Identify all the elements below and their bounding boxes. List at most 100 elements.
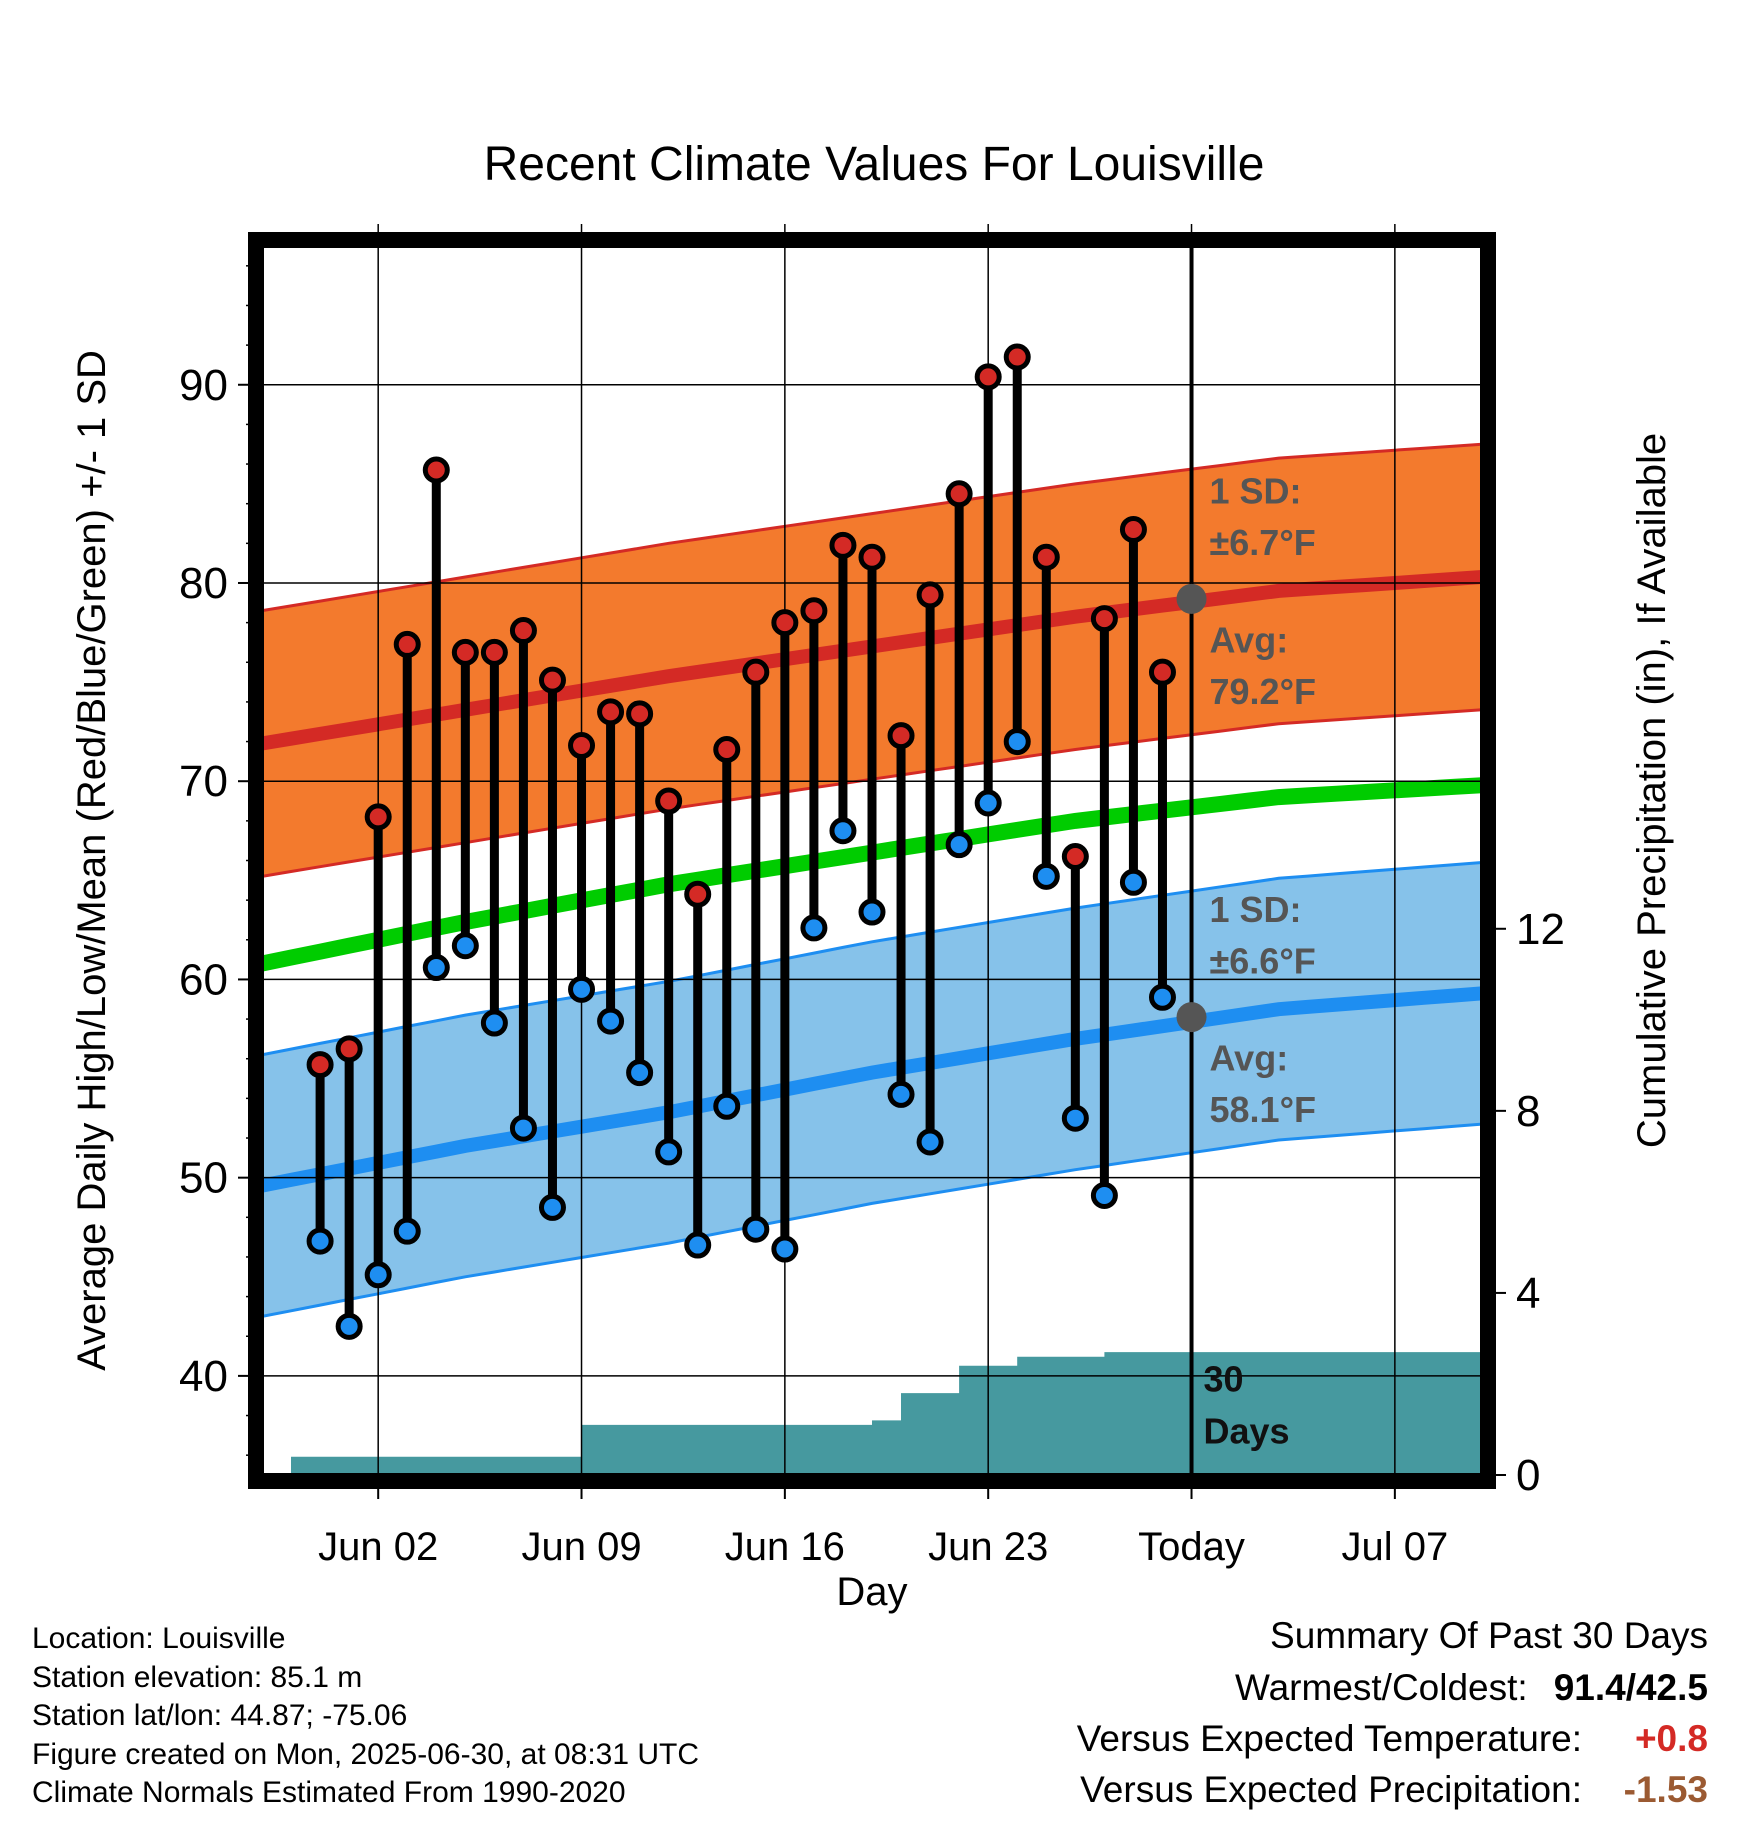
precip-value: -1.53 [1623,1769,1708,1810]
temp-label: Versus Expected Temperature: [1076,1718,1582,1759]
summary-title: Summary Of Past 30 Days [1270,1615,1708,1656]
daily-low-point [771,1235,799,1263]
daily-low-point [916,1128,944,1156]
daily-high-point [568,732,596,760]
y-tick-label: 60 [179,955,228,1004]
daily-high-point [335,1035,363,1063]
frame-border [248,232,1496,1489]
y2-axis-label: Cumulative Precipitation (in), If Availa… [1630,433,1674,1148]
axes: 40 50 60 70 80 90 0 4 8 12 Jun 02 Jun 09 Jun 16 Jun 2… [70,224,1674,1614]
x-tick-label: Jun 02 [318,1525,438,1569]
daily-high-point [364,803,392,831]
created-text: Figure created on Mon, 2025-06-30, at 08… [32,1737,700,1771]
x-axis-label: Day [836,1570,907,1614]
daily-high-point [1032,543,1060,571]
daily-high-point [597,698,625,726]
daily-high-point [1061,843,1089,871]
daily-low-point [858,898,886,926]
y2-tick-label: 8 [1516,1087,1540,1136]
low-sd-band [262,862,1482,1317]
daily-high-point [422,456,450,484]
summary-precip-row: Versus Expected Precipitation: -1.53 [1080,1769,1708,1811]
low-band-upper-edge [262,861,1482,1057]
x-tick-label: Jun 09 [521,1525,641,1569]
summary-warmest-row: Warmest/Coldest: 91.4/42.5 [1235,1667,1708,1709]
daily-high-point [713,735,741,763]
daily-high-point [306,1051,334,1079]
warmest-label: Warmest/Coldest: [1235,1667,1528,1708]
daily-high-point [1090,605,1118,633]
daily-low-point [393,1217,421,1245]
daily-high-point [945,480,973,508]
daily-high-point [684,880,712,908]
daily-low-point [974,789,1002,817]
daily-high-point [974,363,1002,391]
window-days-label: Days [1204,1410,1290,1451]
normals-text: Climate Normals Estimated From 1990-2020 [32,1776,626,1809]
daily-low-point [945,831,973,859]
daily-high-point [655,787,683,815]
latlon-text: Station lat/lon: 44.87; -75.06 [32,1699,408,1732]
daily-low-point [568,975,596,1003]
today-avg-low-marker [1176,1002,1207,1033]
elevation-text: Station elevation: 85.1 m [32,1660,363,1694]
daily-high-point [1003,343,1031,371]
y-tick-label: 90 [179,361,228,410]
chart-title: Recent Climate Values For Louisville [484,138,1265,191]
low-sd-value: ±6.6°F [1210,940,1316,981]
daily-high-point [1119,515,1147,543]
daily-high-point [858,543,886,571]
daily-high-point [451,638,479,666]
daily-high-point [480,638,508,666]
daily-high-point [509,617,537,645]
daily-low-point [480,1009,508,1037]
daily-low-point [887,1080,915,1108]
daily-low-point [422,954,450,982]
daily-low-point [742,1215,770,1243]
daily-low-point [364,1261,392,1289]
x-tick-label: Jul 07 [1341,1525,1448,1569]
y-axis-label: Average Daily High/Low/Mean (Red/Blue/Gr… [70,350,114,1371]
precip-area [262,1352,1482,1475]
y2-tick-label: 12 [1516,905,1565,954]
plot-area: 1 SD: ±6.7°F Avg: 79.2°F 1 SD: ±6.6°F Avg: 58.1… [262,246,1482,1475]
y-tick-label: 50 [179,1154,228,1203]
low-sd-label: 1 SD: [1210,889,1302,930]
daily-low-point [626,1059,654,1087]
daily-low-point [1119,868,1147,896]
avg-low-line [262,986,1482,1193]
daily-high-point [771,609,799,637]
low-band-lower-edge [262,1122,1482,1318]
summary-temp-row: Versus Expected Temperature: +0.8 [1077,1718,1708,1760]
high-avg-value: 79.2°F [1210,671,1316,712]
daily-high-point [538,666,566,694]
daily-low-point [1061,1104,1089,1132]
daily-low-point [597,1007,625,1035]
daily-low-point [509,1114,537,1142]
daily-low-point [335,1312,363,1340]
warmest-value: 91.4/42.5 [1553,1667,1708,1708]
daily-low-point [306,1227,334,1255]
daily-high-point [393,630,421,658]
station-metadata: Location: Louisville Station elevation: … [32,1620,699,1813]
daily-low-point [538,1193,566,1221]
location-text: Location: Louisville [32,1622,286,1655]
daily-low-point [713,1092,741,1120]
y-tick-label: 80 [179,559,228,608]
low-avg-label: Avg: [1210,1038,1289,1079]
today-avg-high-marker [1176,583,1207,614]
daily-high-point [626,700,654,728]
plot-inner: 1 SD: ±6.7°F Avg: 79.2°F 1 SD: ±6.6°F Avg: 58.1… [262,246,1482,1475]
daily-low-point [1003,728,1031,756]
daily-high-point [829,531,857,559]
daily-low-point [1032,862,1060,890]
daily-high-point [887,722,915,750]
y-tick-label: 70 [179,757,228,806]
high-avg-label: Avg: [1210,619,1289,660]
daily-high-point [800,597,828,625]
daily-low-point [1090,1182,1118,1210]
daily-high-point [916,581,944,609]
daily-low-point [684,1231,712,1259]
precip-label: Versus Expected Precipitation: [1080,1769,1582,1810]
